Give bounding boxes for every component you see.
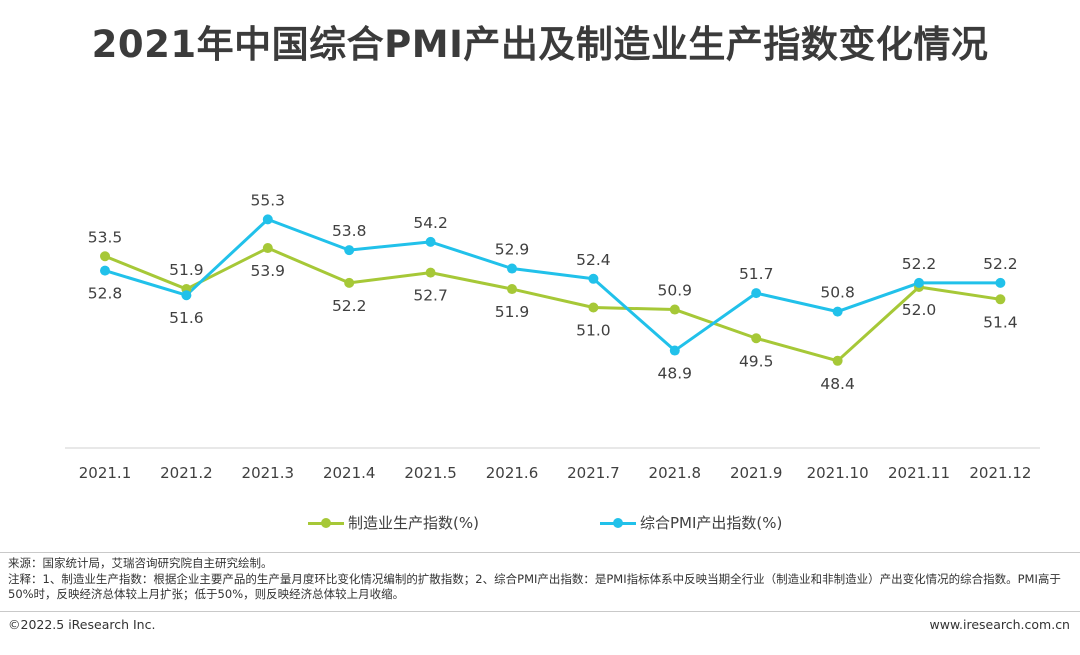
data-label-composite-pmi: 52.2 (902, 255, 937, 273)
data-label-manufacturing: 48.4 (820, 375, 855, 393)
data-point-composite-pmi (344, 245, 355, 256)
data-point-composite-pmi (425, 236, 436, 247)
data-label-manufacturing: 52.0 (902, 301, 937, 319)
notes-block: 来源：国家统计局，艾瑞咨询研究院自主研究绘制。 注释：1、制造业生产指数：根据企… (8, 556, 1072, 603)
x-tick-label: 2021.12 (969, 464, 1031, 482)
data-point-manufacturing (751, 333, 762, 344)
data-point-manufacturing (832, 355, 843, 366)
x-tick-label: 2021.10 (807, 464, 869, 482)
data-label-composite-pmi: 55.3 (251, 191, 286, 209)
data-point-composite-pmi (751, 288, 762, 299)
data-label-manufacturing: 53.9 (251, 262, 286, 280)
definition-note: 注释：1、制造业生产指数：根据企业主要产品的生产量月度环比变化情况编制的扩散指数… (8, 571, 1061, 602)
series-line-manufacturing (104, 246, 1001, 363)
x-tick-label: 2021.4 (323, 464, 376, 482)
legend-label-manufacturing: 制造业生产指数(%) (348, 514, 479, 532)
data-point-manufacturing (669, 304, 680, 315)
data-point-composite-pmi (262, 214, 273, 225)
footer-divider (0, 611, 1080, 612)
data-label-composite-pmi: 51.7 (739, 265, 774, 283)
x-tick-label: 2021.6 (486, 464, 539, 482)
x-tick-label: 2021.11 (888, 464, 950, 482)
data-point-manufacturing (344, 277, 355, 288)
data-point-manufacturing (100, 251, 110, 262)
legend-item-composite-pmi: 综合PMI产出指数(%) (600, 512, 782, 533)
data-label-composite-pmi: 52.8 (88, 285, 123, 303)
data-label-composite-pmi: 52.4 (576, 251, 611, 269)
data-point-manufacturing (262, 243, 273, 254)
data-point-composite-pmi (588, 273, 599, 284)
source-note: 来源：国家统计局，艾瑞咨询研究院自主研究绘制。 (8, 556, 273, 570)
data-label-manufacturing: 52.2 (332, 297, 367, 315)
copyright: ©2022.5 iResearch Inc. (8, 617, 156, 632)
website-link[interactable]: www.iresearch.com.cn (929, 617, 1071, 632)
data-point-composite-pmi (669, 345, 680, 356)
data-point-composite-pmi (181, 290, 192, 301)
data-label-composite-pmi: 54.2 (413, 214, 448, 232)
data-label-manufacturing: 51.9 (495, 303, 530, 321)
data-label-manufacturing: 49.5 (739, 352, 774, 370)
x-tick-label: 2021.1 (79, 464, 132, 482)
x-tick-label: 2021.2 (160, 464, 213, 482)
legend-item-manufacturing: 制造业生产指数(%) (308, 512, 479, 533)
x-tick-label: 2021.5 (404, 464, 457, 482)
data-point-composite-pmi (995, 277, 1006, 288)
data-label-manufacturing: 52.7 (413, 287, 448, 305)
chart-legend: 制造业生产指数(%) 综合PMI产出指数(%) (0, 508, 1080, 536)
notes-divider (0, 552, 1080, 553)
data-point-manufacturing (507, 284, 517, 295)
data-point-manufacturing (425, 267, 436, 278)
data-label-manufacturing: 53.5 (88, 228, 123, 246)
x-tick-label: 2021.9 (730, 464, 783, 482)
x-tick-label: 2021.8 (649, 464, 702, 482)
data-point-composite-pmi (832, 306, 843, 317)
line-chart: 2021.1 2021.2 2021.3 2021.4 2021.5 2021.6 2021… (65, 191, 1040, 482)
legend-swatch-green-icon (308, 517, 344, 529)
chart-title: 2021年中国综合PMI产出及制造业生产指数变化情况 (91, 23, 989, 66)
data-label-manufacturing: 51.9 (169, 261, 204, 279)
data-point-manufacturing (995, 294, 1006, 305)
data-point-composite-pmi (914, 277, 924, 288)
data-point-composite-pmi (507, 263, 517, 274)
data-label-composite-pmi: 48.9 (658, 365, 693, 383)
data-point-composite-pmi (100, 265, 110, 276)
data-label-composite-pmi: 50.8 (820, 284, 855, 302)
data-label-composite-pmi: 52.2 (983, 255, 1018, 273)
data-label-composite-pmi: 52.9 (495, 241, 530, 259)
data-label-composite-pmi: 51.6 (169, 309, 204, 327)
legend-label-composite-pmi: 综合PMI产出指数(%) (640, 514, 783, 532)
legend-swatch-blue-icon (600, 517, 636, 529)
data-point-manufacturing (588, 302, 599, 313)
x-tick-label: 2021.3 (242, 464, 295, 482)
data-label-manufacturing: 51.4 (983, 313, 1018, 331)
data-label-manufacturing: 51.0 (576, 322, 611, 340)
series-line-composite-pmi (104, 217, 1001, 353)
x-tick-label: 2021.7 (567, 464, 620, 482)
data-label-manufacturing: 50.9 (658, 282, 693, 300)
data-label-composite-pmi: 53.8 (332, 222, 367, 240)
